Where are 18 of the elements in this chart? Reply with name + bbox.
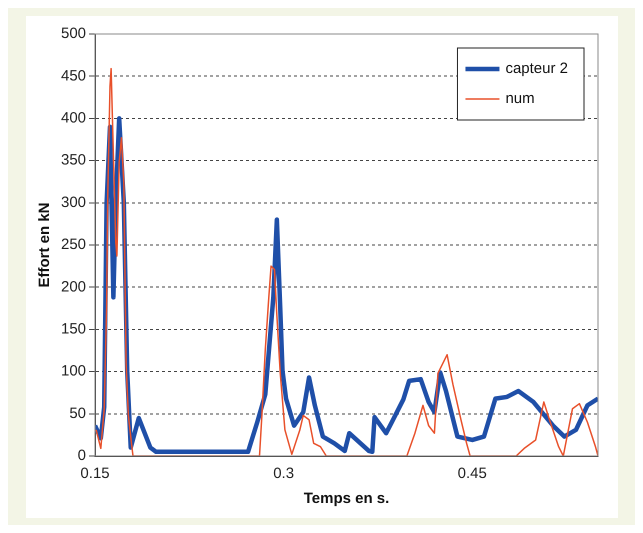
y-tick-label: 100: [60, 362, 86, 380]
y-tick-label: 300: [60, 193, 86, 210]
x-tick-label: 0.45: [457, 464, 486, 482]
y-tick-label: 400: [60, 109, 86, 126]
y-tick-label: 0: [77, 446, 86, 464]
y-tick-label: 350: [60, 151, 86, 168]
y-axis-title: Effort en kN: [36, 202, 53, 288]
y-tick-label: 500: [60, 24, 86, 42]
y-tick-label: 50: [68, 404, 86, 422]
legend-label: num: [504, 90, 534, 107]
legend-label: capteur 2: [504, 60, 568, 77]
y-tick-label: 250: [60, 236, 86, 253]
x-tick-label: 0.15: [80, 464, 110, 482]
x-tick-label: 0.3: [272, 464, 294, 482]
y-tick-label: 450: [60, 66, 86, 84]
y-tick-label: 150: [60, 320, 86, 338]
y-tick-label: 200: [60, 278, 86, 295]
x-axis-title: Temps en s.: [303, 490, 389, 507]
